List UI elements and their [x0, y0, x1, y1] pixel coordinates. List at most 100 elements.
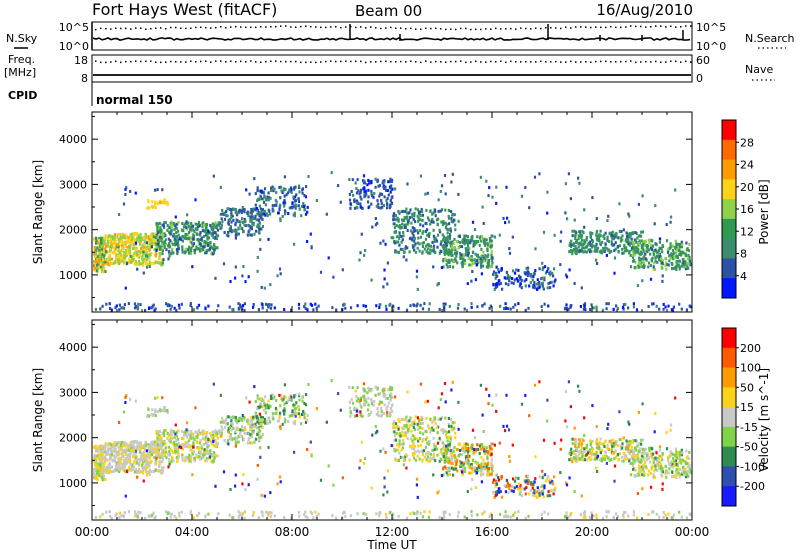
echo-cell — [450, 459, 453, 463]
echo-cell — [133, 445, 136, 449]
echo-cell — [466, 250, 469, 254]
nave-dot — [445, 61, 447, 63]
echo-cell — [666, 263, 669, 267]
echo-cell — [170, 431, 173, 435]
echo-cell — [677, 259, 680, 263]
echo-cell — [129, 462, 132, 466]
echo-cell — [312, 308, 315, 312]
echo-cell — [429, 222, 432, 226]
echo-cell — [125, 240, 128, 244]
echo-cell — [121, 451, 124, 455]
echo-cell — [632, 305, 635, 309]
echo-cell — [382, 239, 385, 243]
echo-cell — [131, 446, 134, 450]
echo-cell — [445, 243, 449, 247]
noise-search-dot — [595, 26, 597, 28]
echo-cell — [447, 260, 450, 264]
echo-cell — [163, 200, 166, 204]
echo-cell — [349, 206, 352, 210]
noise-search-dot — [210, 27, 212, 29]
echo-cell — [225, 422, 228, 426]
echo-cell — [217, 221, 220, 225]
echo-cell — [390, 184, 393, 188]
echo-cell — [410, 429, 413, 433]
nave-dot — [205, 60, 207, 62]
echo-cell — [458, 234, 461, 238]
echo-cell — [95, 239, 98, 243]
echo-cell — [450, 219, 453, 223]
echo-cell — [240, 434, 243, 438]
echo-cell — [465, 239, 468, 242]
nave-dot — [525, 61, 527, 63]
nave-dot — [405, 61, 407, 63]
echo-cell — [478, 243, 481, 247]
echo-cell — [397, 448, 400, 452]
echo-cell — [390, 201, 393, 205]
echo-cell — [508, 275, 511, 279]
echo-cell — [386, 196, 389, 200]
echo-cell — [666, 250, 670, 254]
echo-cell — [429, 244, 432, 248]
echo-cell — [496, 282, 499, 285]
nave-dot — [115, 60, 117, 63]
echo-cell — [621, 238, 624, 242]
echo-cell — [674, 239, 677, 243]
echo-cell — [154, 444, 157, 447]
echo-cell — [136, 250, 139, 254]
noise-search-dot — [515, 28, 517, 30]
echo-cell — [152, 262, 155, 265]
echo-cell — [429, 456, 432, 460]
echo-cell — [160, 232, 163, 236]
nave-dot — [575, 61, 577, 63]
echo-cell — [105, 302, 108, 306]
noise-search-dot — [470, 28, 472, 31]
echo-cell — [97, 241, 100, 245]
nave-dot — [360, 60, 362, 63]
echo-cell — [95, 236, 98, 240]
echo-cell — [552, 284, 555, 288]
echo-cell — [382, 285, 385, 289]
echo-cell — [542, 287, 545, 291]
echo-cell — [444, 250, 447, 254]
echo-cell — [436, 233, 440, 237]
echo-cell — [520, 278, 523, 282]
echo-cell — [157, 455, 160, 459]
echo-cell — [121, 255, 124, 259]
echo-cell — [132, 240, 135, 244]
echo-cell — [467, 456, 470, 460]
echo-cell — [674, 245, 677, 249]
echo-cell — [380, 192, 384, 196]
echo-cell — [259, 211, 262, 215]
echo-cell — [533, 284, 536, 288]
noise-search-dot — [180, 27, 182, 29]
noise-search-dot — [385, 27, 387, 29]
echo-cell — [426, 233, 429, 237]
echo-cell — [348, 406, 352, 410]
echo-cell — [382, 185, 385, 189]
echo-cell — [482, 239, 485, 243]
noise-search-dot — [245, 26, 247, 29]
echo-cell — [160, 228, 163, 232]
echo-cell — [446, 241, 449, 245]
echo-cell — [251, 417, 254, 421]
echo-cell — [294, 414, 297, 418]
freq-tick-8: 8 — [81, 72, 88, 85]
nave-dot — [420, 61, 422, 64]
echo-cell — [444, 429, 447, 433]
echo-cell — [214, 231, 217, 234]
echo-cell — [105, 263, 108, 266]
echo-cell — [332, 275, 335, 279]
noise-search-dot — [135, 27, 137, 29]
echo-cell — [250, 441, 253, 445]
echo-cell — [637, 247, 640, 251]
echo-cell — [229, 224, 232, 228]
echo-cell — [660, 257, 663, 260]
echo-cell — [159, 252, 162, 256]
echo-cell — [390, 392, 393, 396]
echo-cell — [177, 455, 180, 459]
echo-cell — [617, 236, 620, 240]
echo-cell — [436, 283, 439, 287]
echo-cell — [546, 286, 549, 290]
echo-cell — [505, 307, 508, 310]
echo-cell — [570, 304, 573, 307]
